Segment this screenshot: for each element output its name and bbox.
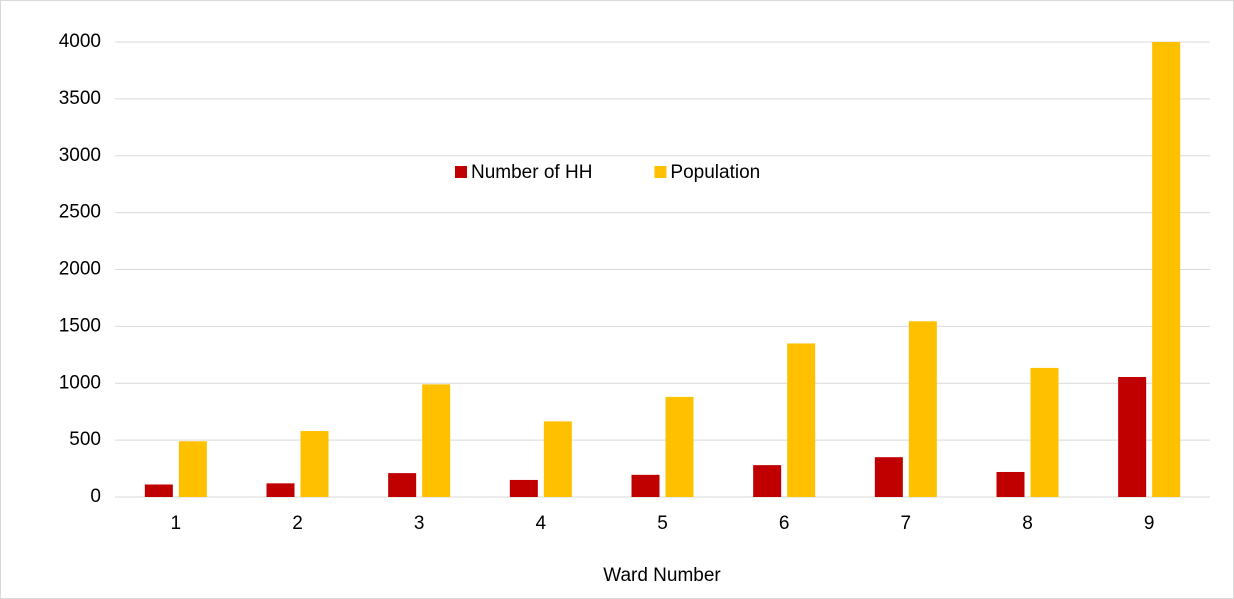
bar — [631, 474, 660, 497]
y-tick-label: 2500 — [59, 202, 101, 223]
x-tick-label: 8 — [1022, 513, 1033, 534]
bar — [874, 457, 903, 497]
legend-label: Population — [670, 162, 760, 183]
x-axis-title: Ward Number — [603, 565, 721, 586]
bar — [509, 479, 538, 497]
bar — [665, 396, 694, 497]
bar — [144, 484, 173, 497]
legend-swatch — [455, 166, 467, 178]
bar — [1152, 42, 1181, 497]
bar — [1030, 367, 1059, 497]
x-tick-label: 5 — [657, 513, 668, 534]
x-tick-label: 7 — [901, 513, 912, 534]
bar — [753, 465, 782, 497]
x-tick-label: 4 — [536, 513, 547, 534]
bar — [996, 471, 1025, 497]
bar — [543, 421, 572, 497]
bar — [266, 483, 295, 497]
x-tick-label: 3 — [414, 513, 425, 534]
legend-swatch — [654, 166, 667, 178]
legend-label: Number of HH — [471, 162, 592, 183]
y-tick-label: 3500 — [59, 88, 101, 109]
x-tick-label: 9 — [1144, 513, 1155, 534]
bar — [787, 343, 816, 497]
bar — [388, 473, 417, 497]
y-tick-label: 1500 — [59, 315, 101, 336]
x-tick-label: 6 — [779, 513, 790, 534]
bar — [422, 384, 451, 497]
bar — [1118, 376, 1147, 497]
x-tick-label: 2 — [292, 513, 303, 534]
y-tick-label: 0 — [90, 486, 101, 507]
y-tick-label: 2000 — [59, 259, 101, 280]
bar — [908, 321, 937, 497]
bar — [178, 441, 207, 497]
y-tick-label: 4000 — [59, 31, 101, 52]
y-tick-label: 3000 — [59, 145, 101, 166]
bar — [300, 431, 329, 497]
y-tick-label: 500 — [69, 429, 101, 450]
y-tick-label: 1000 — [59, 372, 101, 393]
x-tick-label: 1 — [171, 513, 182, 534]
